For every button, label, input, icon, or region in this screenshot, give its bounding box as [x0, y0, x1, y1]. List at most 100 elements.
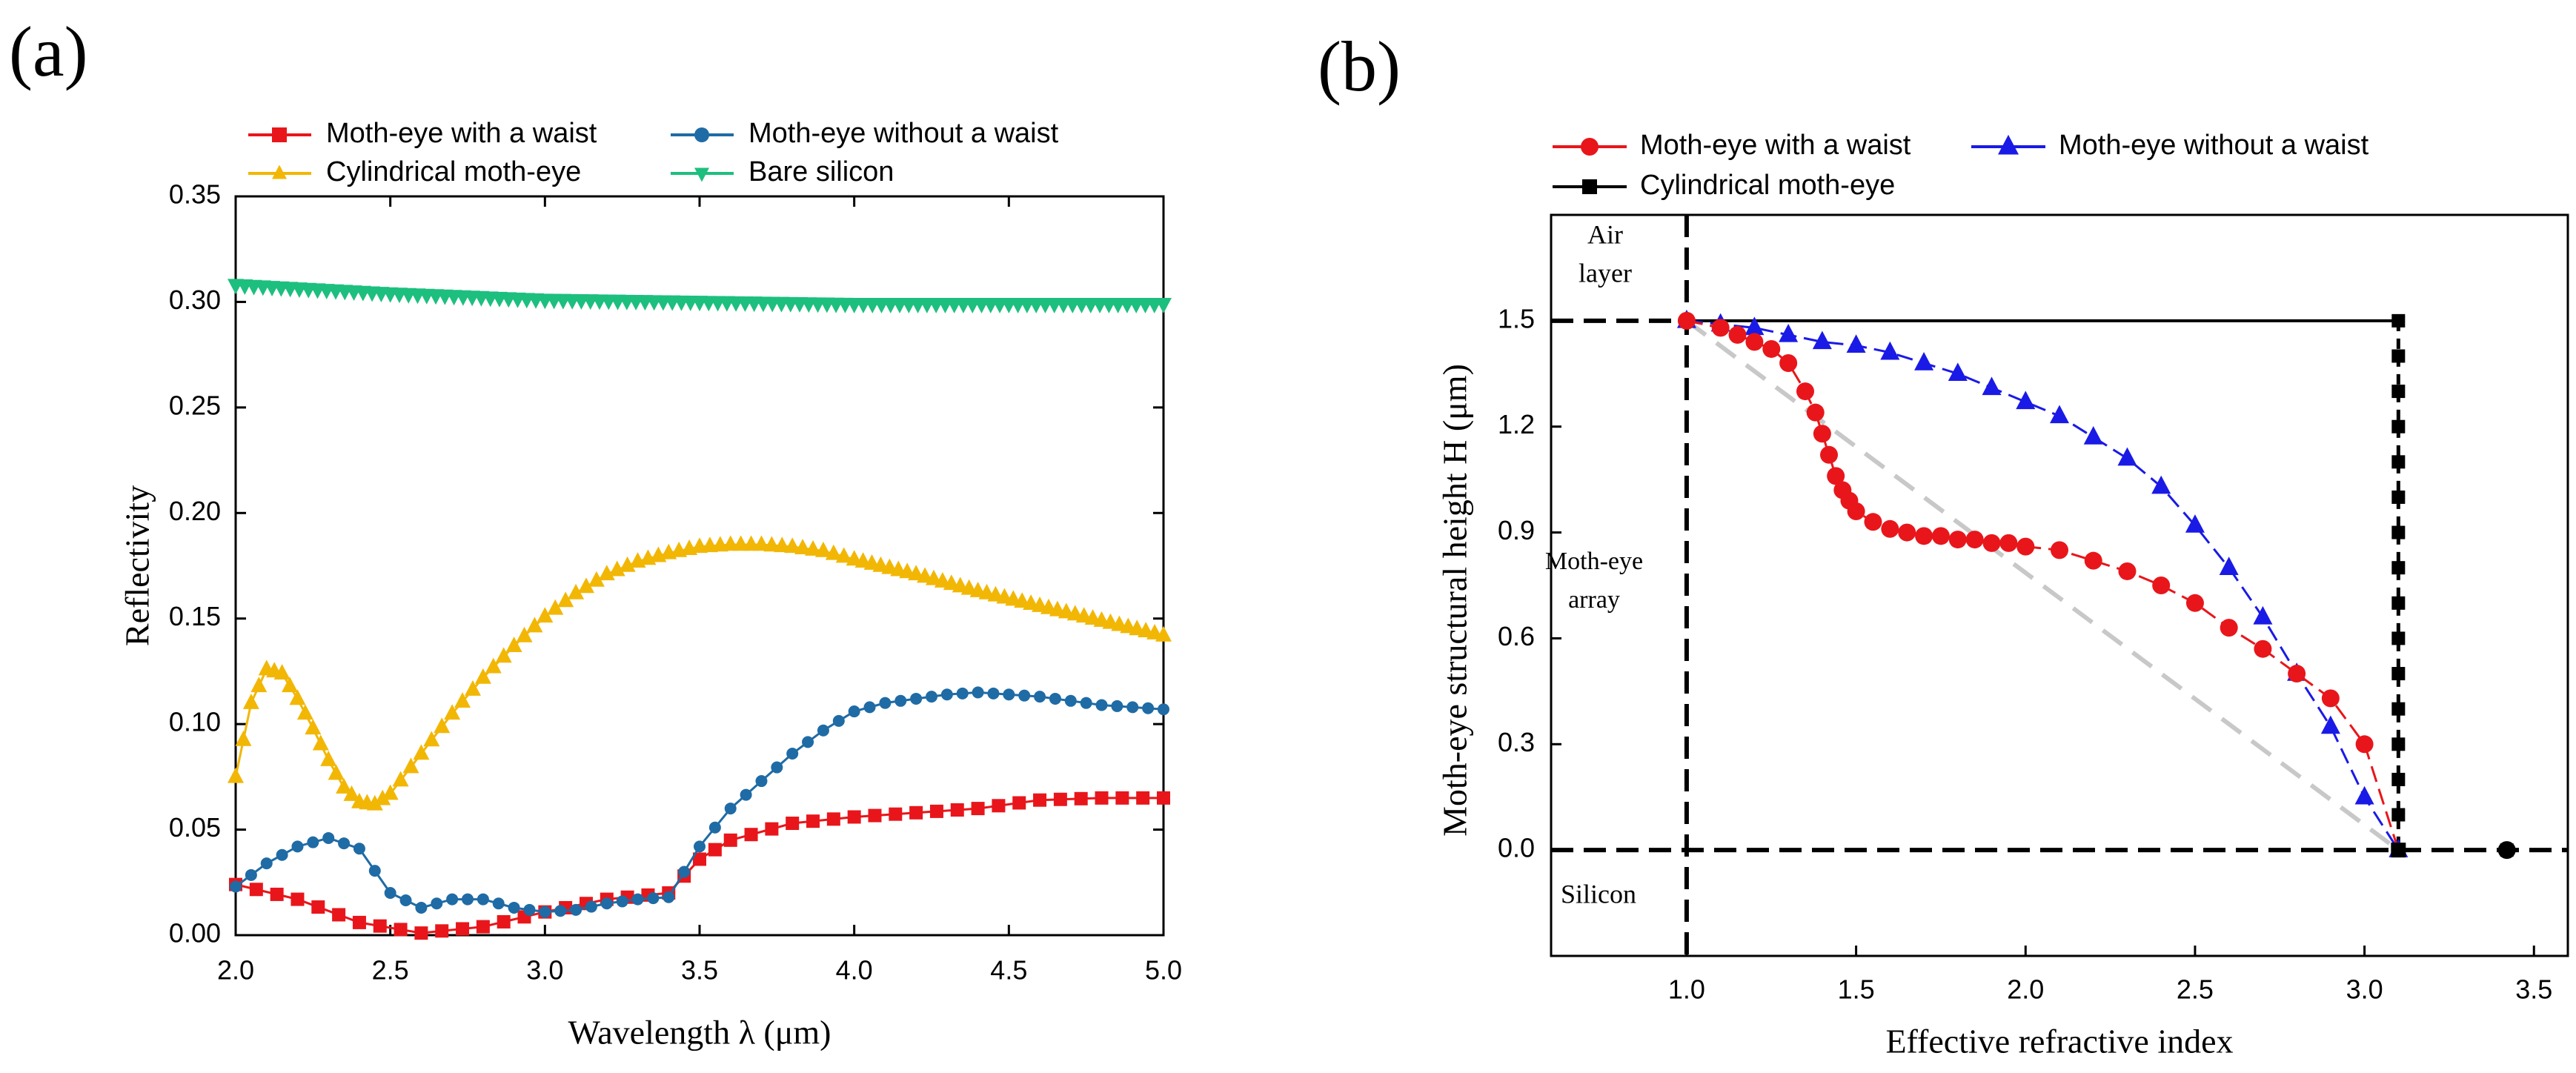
- data-point: [814, 541, 831, 557]
- data-point: [2391, 313, 2406, 328]
- data-point: [242, 694, 259, 709]
- data-point: [722, 535, 739, 551]
- panel-a-label: (a): [9, 12, 88, 91]
- data-point: [1846, 334, 1866, 353]
- data-point: [1779, 354, 1798, 372]
- data-point: [497, 914, 511, 929]
- data-point: [806, 814, 820, 828]
- data-point: [305, 719, 322, 735]
- y-tick-label: 0.20: [169, 496, 221, 526]
- data-point: [1898, 523, 1916, 542]
- x-tick-label: 4.5: [990, 955, 1027, 986]
- data-point: [2391, 525, 2406, 539]
- data-point: [2253, 605, 2273, 625]
- data-point: [454, 692, 471, 708]
- y-tick-label: 0.25: [169, 390, 221, 420]
- data-point: [732, 535, 749, 551]
- data-point: [431, 897, 443, 910]
- data-point: [1982, 534, 2001, 552]
- data-point: [1711, 319, 1730, 337]
- data-point: [276, 848, 288, 861]
- data-point: [608, 560, 625, 577]
- data-point: [464, 680, 481, 696]
- y-tick-label: 0.10: [169, 707, 221, 737]
- series-line-1: [1686, 319, 2400, 851]
- data-point: [805, 540, 822, 556]
- data-point: [826, 812, 840, 826]
- data-point: [817, 724, 829, 737]
- data-point: [343, 785, 360, 801]
- data-point: [2391, 490, 2406, 504]
- legend-label: Moth-eye with a waist: [1640, 130, 1911, 161]
- legend-marker: [694, 127, 709, 142]
- data-point: [848, 705, 860, 718]
- legend-marker: [694, 167, 709, 182]
- data-point: [2050, 405, 2069, 424]
- data-point: [929, 804, 943, 818]
- data-point: [338, 837, 351, 850]
- data-point: [889, 807, 903, 821]
- series-line-0: [1686, 319, 2400, 851]
- data-point: [708, 821, 721, 834]
- data-point: [289, 689, 306, 705]
- data-point: [1157, 791, 1170, 805]
- data-point: [312, 734, 329, 751]
- annotation-air: layer: [1579, 258, 1632, 288]
- data-point: [1034, 691, 1046, 703]
- data-point: [1033, 793, 1047, 807]
- data-point: [2500, 843, 2514, 857]
- data-point: [495, 647, 512, 663]
- data-point: [250, 677, 268, 693]
- data-point: [2051, 541, 2068, 559]
- data-point: [694, 840, 706, 853]
- data-point: [394, 923, 408, 937]
- data-point: [2084, 551, 2102, 570]
- y-tick-label: 0.9: [1498, 515, 1535, 545]
- data-point: [971, 802, 985, 816]
- data-point: [2117, 447, 2137, 466]
- data-point: [577, 577, 594, 594]
- data-point: [1136, 791, 1150, 805]
- data-point: [1018, 689, 1031, 702]
- data-point: [663, 891, 675, 903]
- data-point: [753, 535, 770, 551]
- data-point: [2220, 619, 2238, 637]
- legend-marker: [272, 127, 287, 142]
- data-point: [270, 887, 284, 901]
- data-point: [336, 777, 353, 794]
- y-tick-label: 0.35: [169, 179, 221, 210]
- data-point: [863, 701, 876, 714]
- data-point: [740, 788, 752, 801]
- data-point: [446, 893, 459, 906]
- data-point: [296, 704, 313, 720]
- data-point: [1142, 702, 1155, 714]
- data-point: [1003, 688, 1015, 701]
- data-point: [678, 866, 691, 878]
- linear-reference-line: [1685, 319, 2400, 852]
- data-point: [476, 920, 490, 934]
- data-point: [794, 539, 811, 555]
- legend-label: Cylindrical moth-eye: [1640, 170, 1895, 201]
- data-point: [2391, 808, 2406, 822]
- legend-marker: [1581, 138, 1599, 156]
- data-point: [879, 697, 892, 709]
- annotation-array: array: [1568, 586, 1620, 614]
- data-point: [434, 717, 451, 734]
- y-tick-label: 1.5: [1498, 303, 1535, 333]
- data-point: [456, 922, 470, 936]
- data-point: [537, 607, 554, 623]
- data-point: [462, 893, 474, 906]
- data-point: [402, 757, 419, 774]
- data-point: [755, 775, 768, 788]
- data-point: [291, 892, 305, 906]
- y-tick-label: 0.3: [1498, 727, 1535, 757]
- data-point: [1820, 445, 1839, 464]
- data-point: [2391, 561, 2406, 575]
- x-tick-label: 3.0: [526, 955, 563, 986]
- legend-label: Moth-eye without a waist: [748, 118, 1059, 149]
- legend-label: Cylindrical moth-eye: [326, 156, 581, 187]
- data-point: [1115, 791, 1129, 805]
- data-point: [825, 544, 842, 560]
- legend-label: Bare silicon: [748, 156, 894, 187]
- data-point: [477, 893, 489, 906]
